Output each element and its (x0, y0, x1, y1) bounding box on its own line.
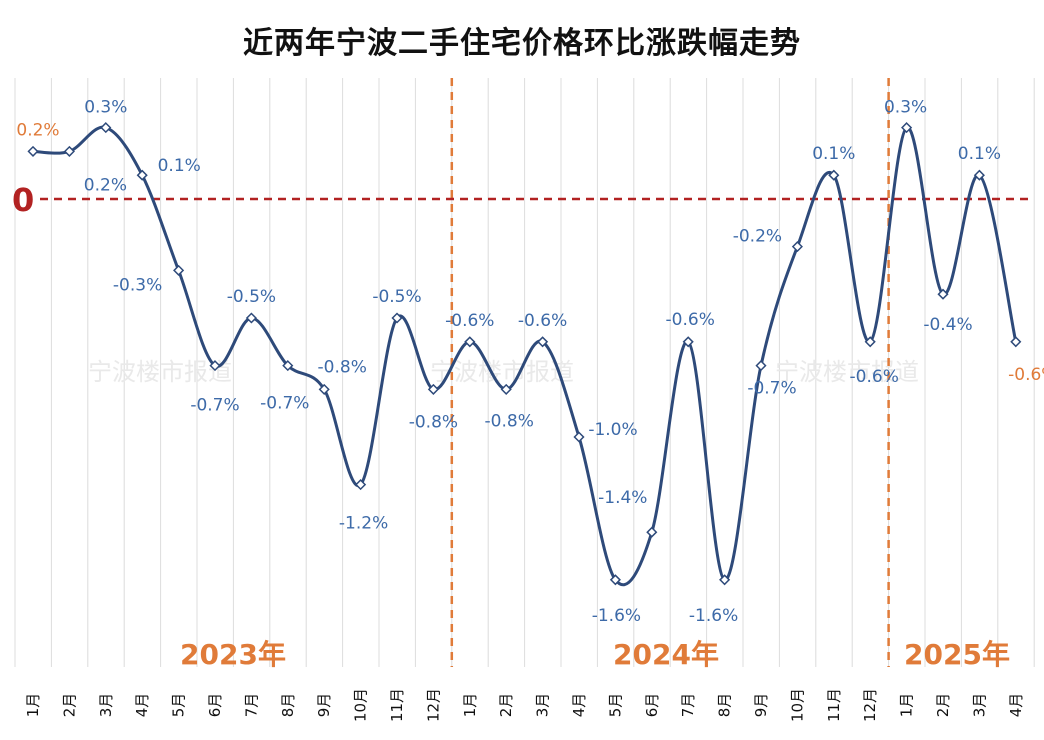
data-point-marker (63, 145, 75, 157)
data-point-marker (464, 336, 476, 348)
data-label: -0.6% (850, 367, 899, 387)
x-tick-label: 8月 (279, 693, 297, 718)
data-label: -1.6% (592, 606, 641, 626)
data-point-marker (755, 360, 767, 372)
x-tick-label: 10月 (352, 688, 370, 722)
x-tick-label: 9月 (315, 693, 333, 718)
data-label: -0.7% (260, 394, 309, 414)
data-label: -0.3% (113, 275, 162, 295)
data-label: -0.8% (485, 411, 534, 431)
data-label: -0.6% (1008, 365, 1044, 385)
data-point-marker (245, 312, 257, 324)
data-point-marker (646, 526, 658, 538)
x-tick-label: 6月 (643, 693, 661, 718)
watermark: 宁波楼市报道 (88, 358, 232, 386)
x-tick-label: 2月 (934, 693, 952, 718)
x-tick-label: 1月 (898, 693, 916, 718)
zero-label: 0 (12, 181, 34, 219)
data-point-marker (391, 312, 403, 324)
x-tick-label: 7月 (242, 693, 260, 718)
data-label: 0.3% (84, 98, 127, 118)
x-tick-label: 3月 (97, 693, 115, 718)
data-label: -0.2% (733, 227, 782, 247)
data-point-marker (355, 479, 367, 491)
data-label: -0.8% (318, 357, 367, 377)
x-tick-label: 9月 (752, 693, 770, 718)
data-point-marker (1010, 336, 1022, 348)
x-tick-label: 8月 (716, 693, 734, 718)
data-label: -0.6% (445, 311, 494, 331)
data-point-marker (828, 169, 840, 181)
x-tick-label: 5月 (606, 693, 624, 718)
x-tick-label: 12月 (424, 688, 442, 722)
x-tick-label: 5月 (170, 693, 188, 718)
data-point-marker (719, 574, 731, 586)
data-label: -1.0% (588, 420, 637, 440)
data-point-marker (901, 122, 913, 134)
data-label: 0.2% (16, 120, 59, 140)
data-label: -0.7% (190, 396, 239, 416)
data-point-marker (864, 336, 876, 348)
data-label: -1.6% (689, 606, 738, 626)
x-tick-label: 4月 (133, 693, 151, 718)
x-tick-label: 3月 (534, 693, 552, 718)
data-label: 0.1% (158, 156, 201, 176)
data-point-marker (791, 241, 803, 253)
x-tick-label: 3月 (970, 693, 988, 718)
data-point-marker (27, 145, 39, 157)
x-tick-label: 7月 (679, 693, 697, 718)
data-point-marker (500, 383, 512, 395)
year-label: 2024年 (613, 638, 719, 671)
x-tick-label: 11月 (825, 688, 843, 722)
data-label: -0.6% (518, 311, 567, 331)
data-label: 0.3% (884, 98, 927, 118)
data-point-marker (318, 383, 330, 395)
x-tick-label: 12月 (861, 688, 879, 722)
x-tick-label: 11月 (388, 688, 406, 722)
year-label: 2025年 (904, 638, 1010, 671)
x-tick-label: 6月 (206, 693, 224, 718)
data-label: 0.1% (958, 144, 1001, 164)
data-label: 0.2% (84, 175, 127, 195)
data-label: -1.4% (598, 488, 647, 508)
x-tick-label: 2月 (60, 693, 78, 718)
x-tick-label: 4月 (570, 693, 588, 718)
data-label: -0.5% (227, 287, 276, 307)
data-label: -0.6% (666, 310, 715, 330)
data-point-marker (100, 122, 112, 134)
data-point-marker (609, 574, 621, 586)
data-point-marker (136, 169, 148, 181)
data-point-marker (937, 288, 949, 300)
year-label: 2023年 (180, 638, 286, 671)
x-tick-label: 2月 (497, 693, 515, 718)
data-label: -0.7% (747, 379, 796, 399)
data-label: -1.2% (339, 514, 388, 534)
data-label: -0.8% (409, 412, 458, 432)
chart-title: 近两年宁波二手住宅价格环比涨跌幅走势 (243, 26, 801, 61)
x-tick-label: 4月 (1007, 693, 1025, 718)
data-point-marker (282, 360, 294, 372)
data-label: -0.4% (923, 315, 972, 335)
data-point-marker (209, 360, 221, 372)
data-point-marker (427, 383, 439, 395)
series-line (32, 125, 1018, 587)
data-label: -0.5% (372, 287, 421, 307)
data-point-marker (173, 264, 185, 276)
x-tick-label: 1月 (24, 693, 42, 718)
x-tick-label: 1月 (461, 693, 479, 718)
x-tick-label: 10月 (788, 688, 806, 722)
data-point-marker (573, 431, 585, 443)
data-label: 0.1% (812, 144, 855, 164)
data-point-marker (973, 169, 985, 181)
data-point-marker (682, 336, 694, 348)
data-point-marker (537, 336, 549, 348)
watermark: 宁波楼市报道 (775, 358, 919, 386)
